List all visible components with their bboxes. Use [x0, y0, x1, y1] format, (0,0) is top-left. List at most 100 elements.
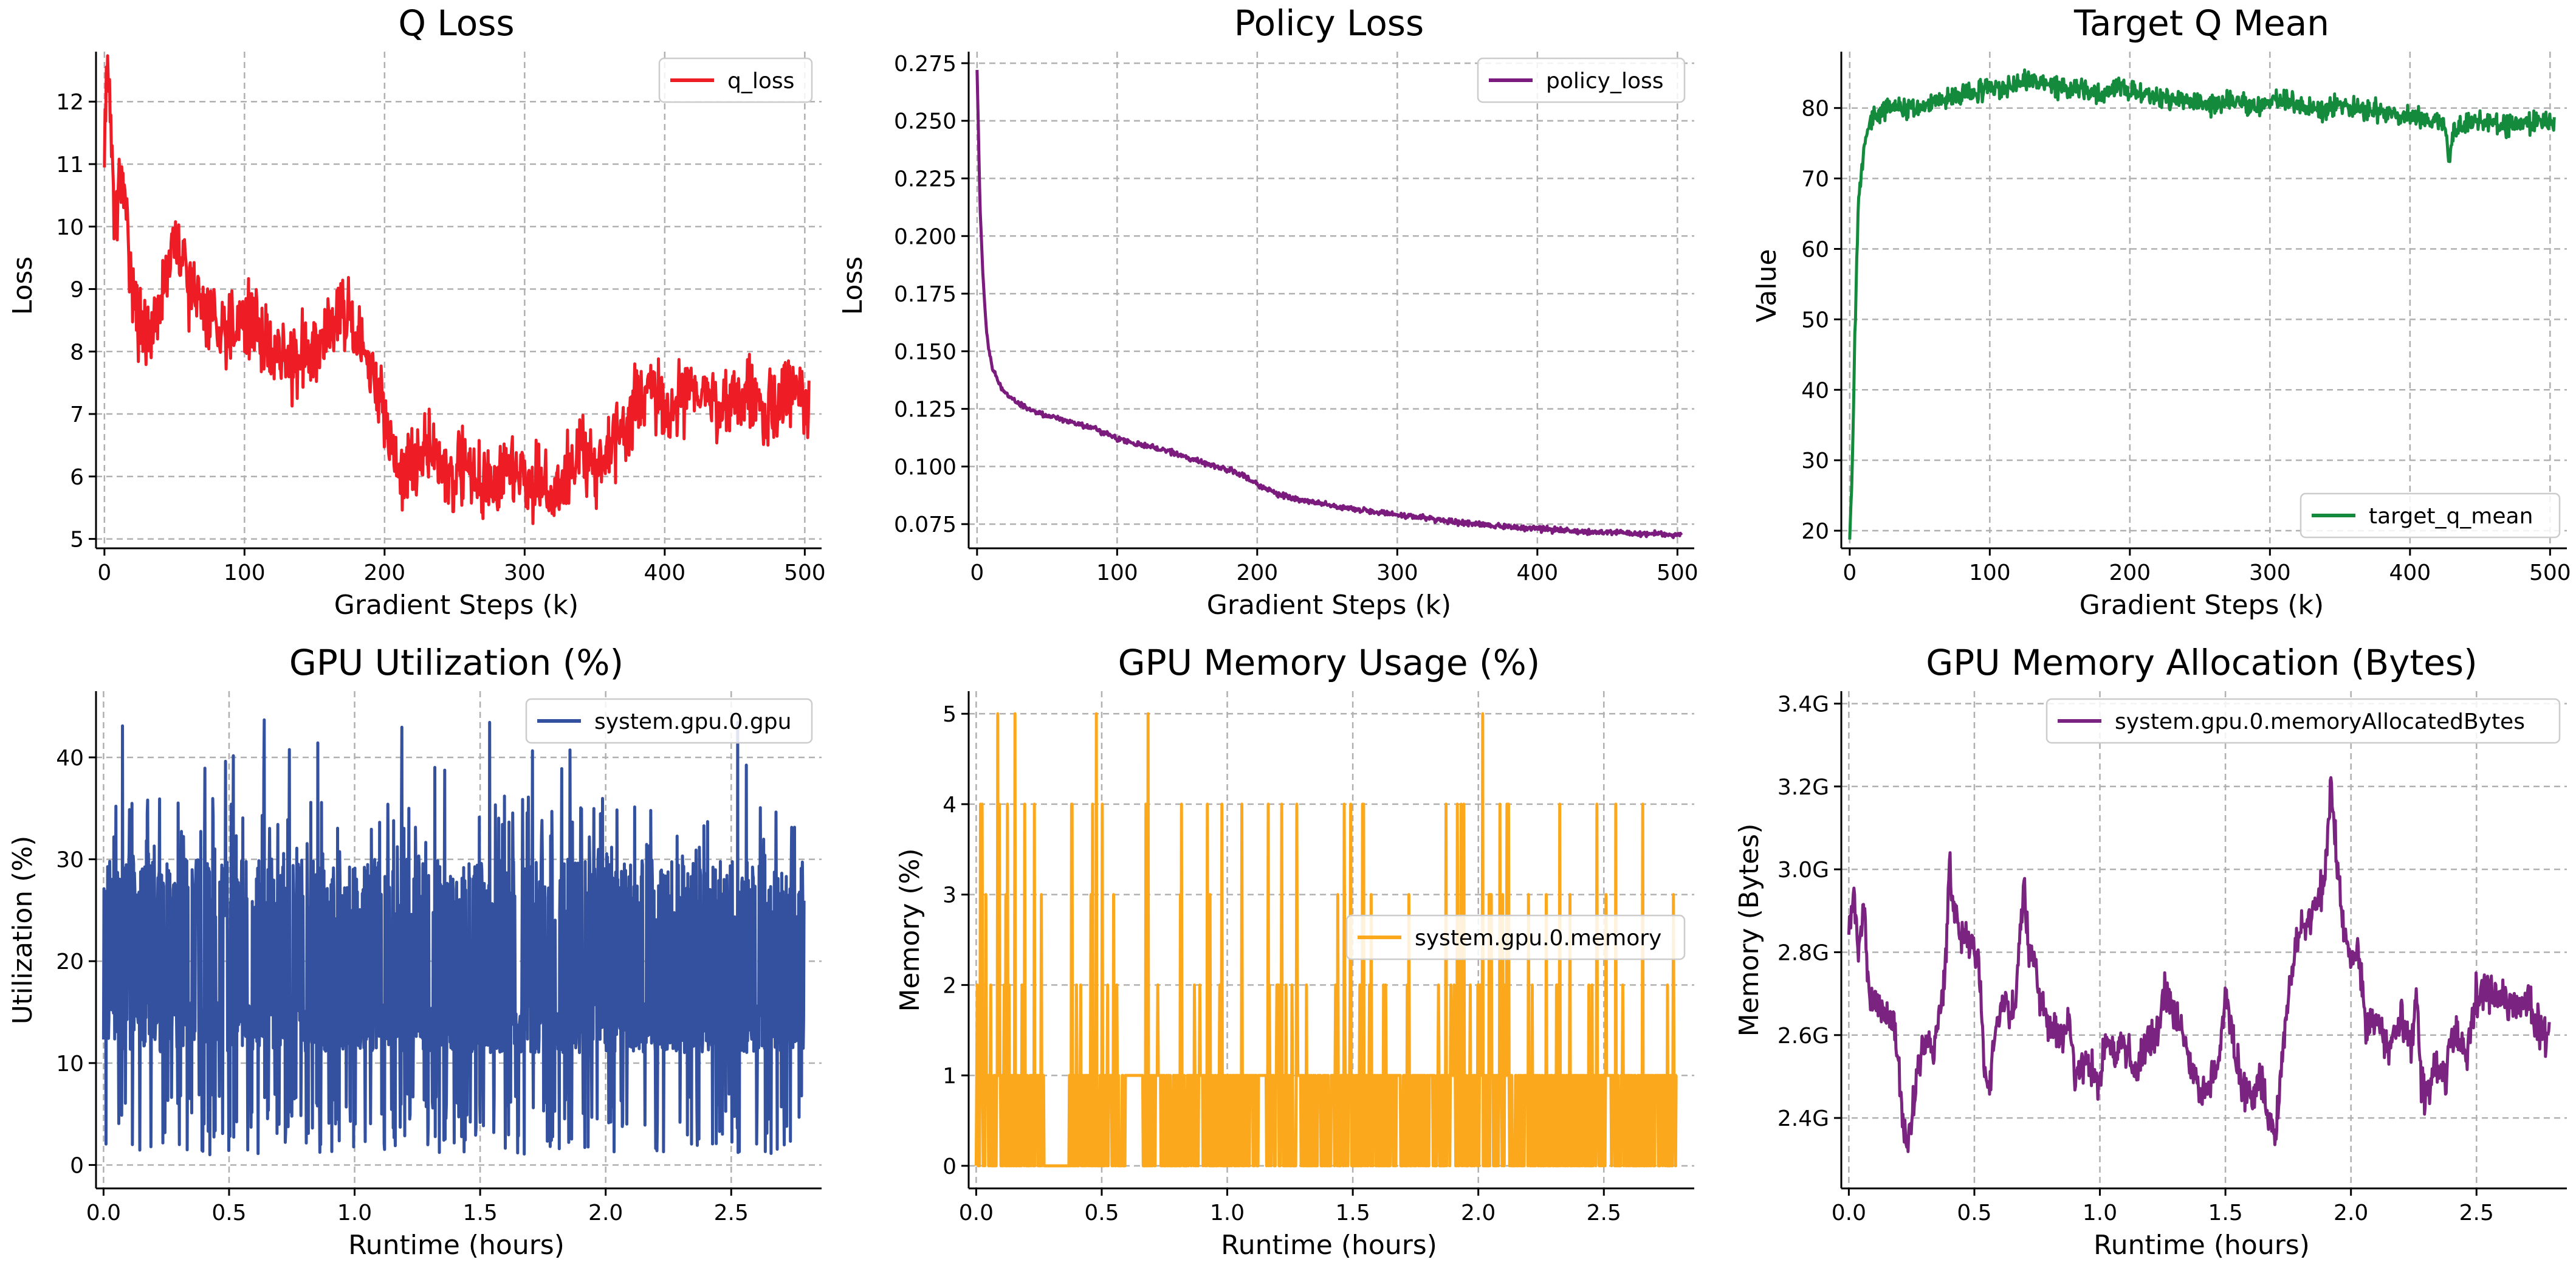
legend-box — [658, 57, 813, 103]
y-tick-label: 0.250 — [894, 109, 957, 134]
x-axis-label: Runtime (hours) — [348, 1230, 565, 1261]
y-tick-label: 0.150 — [894, 340, 957, 365]
series-line-policy-loss — [975, 69, 1683, 539]
x-tick-label: 200 — [363, 560, 405, 585]
y-tick-label: 3.4G — [1777, 692, 1829, 717]
y-tick-label: 20 — [1801, 519, 1829, 544]
y-tick-label: 0.200 — [894, 224, 957, 249]
x-tick-label: 2.5 — [714, 1201, 749, 1225]
legend-box — [2045, 698, 2561, 744]
x-tick-label: 2.5 — [1587, 1201, 1621, 1225]
x-tick-label: 1.0 — [1210, 1201, 1245, 1225]
x-tick-label: 2.0 — [1461, 1201, 1496, 1225]
gridlines — [1841, 691, 2567, 1188]
y-tick-label: 5 — [70, 528, 84, 553]
x-tick-label: 0.5 — [1084, 1201, 1119, 1225]
x-tick-label: 0.0 — [86, 1201, 121, 1225]
legend-box — [1477, 57, 1686, 103]
legend-label: policy_loss — [1546, 69, 1664, 94]
y-tick-label: 0.125 — [894, 398, 957, 422]
series-line-system-gpu-0-memory — [974, 712, 1678, 1168]
y-axis-label: Utilization (%) — [7, 836, 38, 1025]
y-tick-label: 0 — [943, 1154, 957, 1179]
y-tick-label: 4 — [943, 793, 957, 818]
x-tick-label: 1.5 — [1335, 1201, 1370, 1225]
y-axis-label: Memory (%) — [895, 848, 926, 1012]
x-tick-label: 500 — [784, 560, 826, 585]
x-tick-label: 100 — [1969, 560, 2011, 585]
x-tick-label: 300 — [2249, 560, 2291, 585]
legend-label: system.gpu.0.gpu — [594, 709, 791, 734]
x-tick-label: 2.0 — [2334, 1201, 2368, 1225]
x-tick-label: 400 — [644, 560, 685, 585]
y-axis-label: Loss — [837, 257, 868, 315]
y-tick-label: 12 — [56, 90, 84, 115]
y-tick-label: 0.075 — [894, 512, 957, 537]
y-tick-label: 8 — [70, 340, 84, 365]
x-tick-label: 0.5 — [1957, 1201, 1991, 1225]
y-tick-label: 0.275 — [894, 52, 957, 77]
chart-title: Q Loss — [398, 2, 514, 44]
chart-title: Policy Loss — [1234, 2, 1424, 44]
y-tick-label: 10 — [56, 1052, 84, 1077]
x-tick-label: 2.0 — [588, 1201, 623, 1225]
legend-label: q_loss — [727, 69, 794, 94]
x-tick-label: 100 — [224, 560, 266, 585]
y-tick-label: 3.0G — [1777, 858, 1829, 883]
y-tick-label: 2 — [943, 973, 957, 998]
legend-box — [2300, 492, 2561, 539]
x-tick-label: 2.5 — [2459, 1201, 2494, 1225]
series-line-system-gpu-0-memoryAllocatedBytes — [1847, 776, 2551, 1153]
x-tick-label: 300 — [504, 560, 546, 585]
chart-title: GPU Memory Allocation (Bytes) — [1926, 642, 2478, 683]
legend-label: system.gpu.0.memoryAllocatedBytes — [2115, 709, 2525, 734]
y-tick-label: 50 — [1801, 308, 1829, 333]
y-axis-label: Memory (Bytes) — [1734, 824, 1765, 1037]
y-tick-label: 0.225 — [894, 167, 957, 192]
y-axis-label: Value — [1751, 249, 1782, 323]
x-tick-label: 1.5 — [2208, 1201, 2242, 1225]
legend-label: target_q_mean — [2369, 504, 2533, 529]
x-tick-label: 1.5 — [462, 1201, 497, 1225]
series-line-q-loss — [103, 54, 811, 525]
y-tick-label: 0 — [70, 1153, 84, 1178]
y-tick-label: 30 — [1801, 449, 1829, 474]
x-tick-label: 400 — [2389, 560, 2431, 585]
x-axis-label: Gradient Steps (k) — [2080, 590, 2324, 621]
y-tick-label: 60 — [1801, 237, 1829, 262]
y-tick-label: 0.100 — [894, 455, 957, 480]
x-tick-label: 200 — [1236, 560, 1278, 585]
y-tick-label: 9 — [70, 278, 84, 303]
chart-q-loss: Q Loss Gradient Steps (k) Loss 0 100 200 30… — [7, 2, 826, 621]
x-axis-label: Runtime (hours) — [2093, 1230, 2310, 1261]
series-line-target-q-mean — [1848, 68, 2556, 540]
x-tick-label: 200 — [2109, 560, 2151, 585]
chart-gpu-utilization: GPU Utilization (%) Runtime (hours) Util… — [7, 642, 822, 1261]
x-tick-label: 0.0 — [959, 1201, 994, 1225]
legend-box — [525, 698, 813, 744]
y-tick-label: 80 — [1801, 97, 1829, 122]
chart-title: GPU Utilization (%) — [289, 642, 623, 683]
y-tick-label: 20 — [56, 950, 84, 974]
gridlines — [969, 52, 1694, 548]
y-tick-label: 30 — [56, 848, 84, 873]
x-tick-label: 1.0 — [337, 1201, 372, 1225]
y-tick-label: 2.6G — [1777, 1024, 1829, 1049]
x-tick-label: 400 — [1516, 560, 1558, 585]
y-tick-label: 70 — [1801, 167, 1829, 192]
x-tick-label: 1.0 — [2083, 1201, 2117, 1225]
x-tick-label: 300 — [1376, 560, 1418, 585]
x-tick-label: 0.0 — [1832, 1201, 1866, 1225]
x-tick-label: 500 — [1657, 560, 1698, 585]
legend-box — [1345, 914, 1686, 960]
x-tick-label: 100 — [1096, 560, 1138, 585]
x-axis-label: Gradient Steps (k) — [1207, 590, 1451, 621]
chart-gpu-memory-usage: GPU Memory Usage (%) Runtime (hours) Mem… — [895, 642, 1694, 1261]
y-axis-label: Loss — [7, 257, 38, 315]
y-tick-label: 1 — [943, 1064, 957, 1089]
chart-title: Target Q Mean — [2073, 2, 2329, 44]
y-tick-label: 2.8G — [1777, 940, 1829, 965]
y-tick-label: 11 — [56, 153, 84, 178]
x-tick-label: 500 — [2529, 560, 2571, 585]
chart-title: GPU Memory Usage (%) — [1118, 642, 1540, 683]
